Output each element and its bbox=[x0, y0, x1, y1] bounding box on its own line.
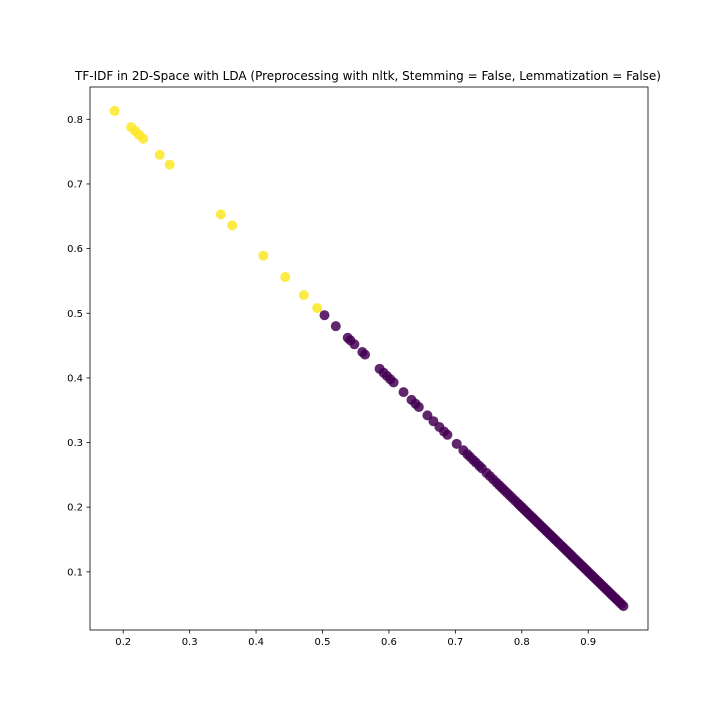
scatter-point bbox=[215, 209, 226, 220]
scatter-point bbox=[312, 303, 323, 314]
x-tick-label: 0.8 bbox=[514, 637, 530, 648]
plot-frame bbox=[89, 86, 649, 631]
y-tick-label: 0.6 bbox=[67, 244, 83, 255]
x-axis-ticks: 0.2 0.3 0.4 0.5 0.6 0.7 0.8 0.9 bbox=[115, 630, 596, 648]
scatter-point bbox=[413, 401, 424, 412]
scatter-point bbox=[164, 159, 175, 170]
scatter-point bbox=[258, 250, 269, 261]
x-tick-label: 0.4 bbox=[248, 637, 264, 648]
y-tick-label: 0.2 bbox=[67, 503, 83, 514]
scatter-point bbox=[109, 105, 120, 116]
scatter-point bbox=[442, 429, 453, 440]
scatter-point bbox=[298, 290, 309, 301]
scatter-point bbox=[618, 601, 629, 612]
scatter-point bbox=[138, 133, 149, 144]
scatter-point bbox=[451, 438, 462, 449]
y-axis-ticks: 0.1 0.2 0.3 0.4 0.5 0.6 0.7 0.8 bbox=[67, 115, 90, 578]
x-tick-label: 0.6 bbox=[381, 637, 397, 648]
x-tick-label: 0.2 bbox=[115, 637, 131, 648]
scatter-point bbox=[360, 349, 371, 360]
y-tick-label: 0.1 bbox=[67, 567, 83, 578]
y-tick-label: 0.3 bbox=[67, 438, 83, 449]
y-tick-label: 0.5 bbox=[67, 309, 83, 320]
scatter-point bbox=[388, 377, 399, 388]
scatter-point bbox=[154, 149, 165, 160]
scatter-point bbox=[398, 387, 409, 398]
x-tick-label: 0.7 bbox=[447, 637, 463, 648]
scatter-point bbox=[319, 310, 330, 321]
y-tick-label: 0.8 bbox=[67, 115, 83, 126]
data-points bbox=[109, 105, 629, 612]
scatter-point bbox=[349, 339, 360, 350]
scatter-point bbox=[330, 321, 341, 332]
y-tick-label: 0.7 bbox=[67, 179, 83, 190]
scatter-point bbox=[280, 272, 291, 283]
x-tick-label: 0.5 bbox=[315, 637, 331, 648]
chart-title: TF-IDF in 2D-Space with LDA (Preprocessi… bbox=[74, 69, 661, 83]
scatter-point bbox=[227, 220, 238, 231]
x-tick-label: 0.9 bbox=[580, 637, 596, 648]
x-tick-label: 0.3 bbox=[182, 637, 198, 648]
y-tick-label: 0.4 bbox=[67, 373, 83, 384]
